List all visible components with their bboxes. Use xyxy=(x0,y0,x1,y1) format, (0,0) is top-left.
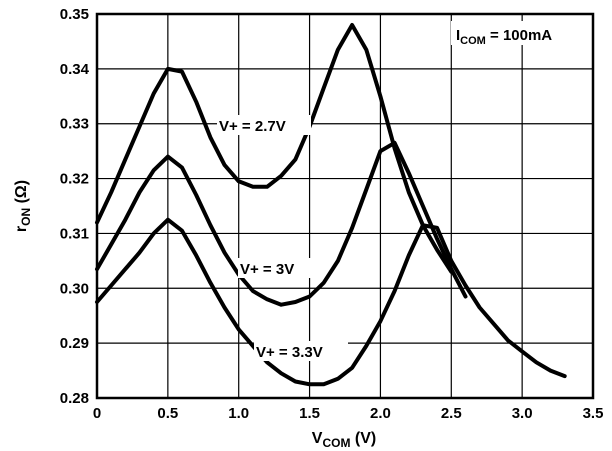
x-tick-label: 2.5 xyxy=(441,405,462,422)
y-tick-label: 0.32 xyxy=(60,171,89,188)
series-label-3v: V+ = 3V xyxy=(240,261,294,278)
series-label-2-7v: V+ = 2.7V xyxy=(219,118,286,135)
x-axis-label-tail: (V) xyxy=(350,430,376,447)
y-tick-label: 0.34 xyxy=(60,61,90,78)
annotation-sub: COM xyxy=(460,35,486,47)
series-line-0 xyxy=(95,23,454,274)
grid xyxy=(97,14,593,398)
x-tick-label: 1.5 xyxy=(299,405,320,422)
series-line-2 xyxy=(95,217,567,387)
x-tick-labels: 0 0.5 1.0 1.5 2.0 2.5 3.0 3.5 xyxy=(93,405,604,422)
annotation-main: I xyxy=(456,27,460,44)
y-axis-label-sub: ON xyxy=(19,208,33,226)
y-tick-label: 0.33 xyxy=(60,116,89,133)
plot-frame xyxy=(95,12,595,400)
series-label-bg xyxy=(254,341,348,361)
x-axis-label-main: V xyxy=(312,430,323,447)
x-tick-label: 2.0 xyxy=(370,405,391,422)
y-tick-label: 0.35 xyxy=(60,6,89,23)
plot-background xyxy=(97,14,593,398)
annotation-tail: = 100mA xyxy=(486,27,552,44)
y-tick-label: 0.29 xyxy=(60,335,89,352)
y-tick-labels: 0.28 0.29 0.30 0.31 0.32 0.33 0.34 0.35 xyxy=(60,6,90,407)
x-axis-label-sub: COM xyxy=(322,436,350,450)
series-label-3-3v: V+ = 3.3V xyxy=(256,344,323,361)
x-tick-label: 3.0 xyxy=(512,405,533,422)
series-label-bg xyxy=(217,115,311,135)
x-tick-label: 1.0 xyxy=(228,405,249,422)
y-axis-label-tail: (Ω) xyxy=(13,180,30,208)
x-tick-label: 0 xyxy=(93,405,101,422)
y-tick-label: 0.30 xyxy=(60,280,89,297)
current-annotation: ICOM = 100mA xyxy=(456,27,552,47)
series-label-bg xyxy=(238,258,311,278)
annotation-bg xyxy=(451,21,589,45)
x-tick-label: 0.5 xyxy=(157,405,178,422)
y-tick-label: 0.28 xyxy=(60,390,89,407)
series-lines xyxy=(95,23,567,387)
series-line-1 xyxy=(95,140,468,307)
x-axis-label: VCOM (V) xyxy=(312,430,376,450)
x-tick-label: 3.5 xyxy=(583,405,604,422)
y-tick-label: 0.31 xyxy=(60,225,89,242)
y-axis-label-main: r xyxy=(13,226,30,232)
y-axis-label: rON (Ω) xyxy=(13,180,33,232)
